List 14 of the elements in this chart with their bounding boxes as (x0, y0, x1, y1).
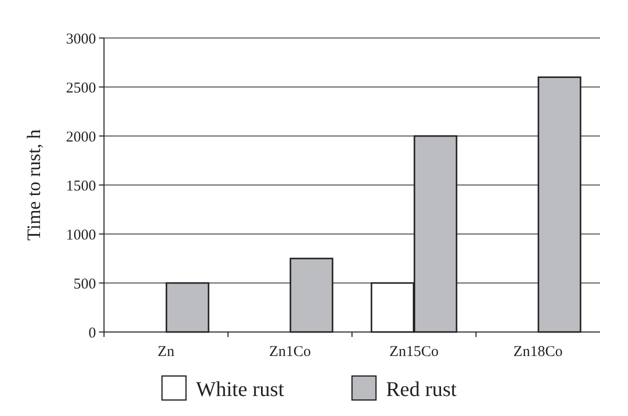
x-tick-label: Zn (158, 344, 175, 360)
x-tick-label: Zn1Co (269, 344, 311, 360)
y-tick-label: 2000 (66, 129, 96, 146)
y-tick-label: 1000 (66, 227, 96, 244)
y-axis-title: Time to rust, h (24, 128, 45, 241)
legend-label: White rust (196, 377, 284, 401)
legend-label: Red rust (386, 377, 457, 401)
x-tick-label: Zn18Co (513, 344, 563, 360)
y-tick-label: 3000 (66, 31, 96, 48)
y-tick-label: 1500 (66, 178, 96, 194)
y-tick-label: 2500 (66, 80, 96, 96)
y-tick-label: 0 (88, 325, 96, 342)
x-tick-label: Zn15Co (389, 344, 439, 360)
y-tick-label: 500 (74, 276, 96, 292)
